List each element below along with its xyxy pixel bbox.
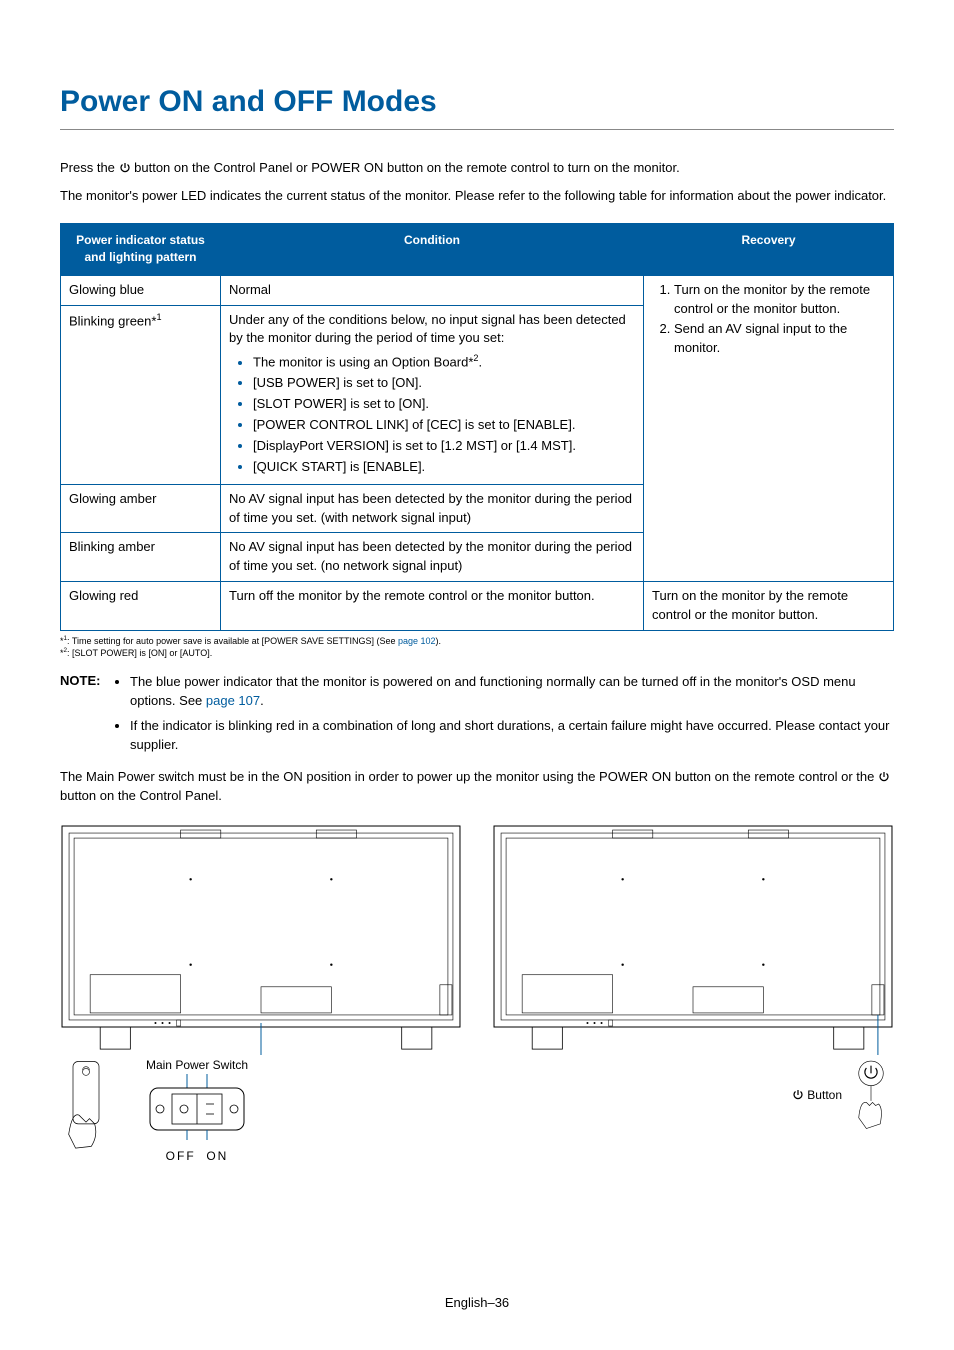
note-label: NOTE: — [60, 673, 116, 688]
condition-lead: Under any of the conditions below, no in… — [229, 312, 626, 346]
button-label-text: Button — [804, 1088, 842, 1102]
table-header-status: Power indicator status and lighting patt… — [61, 224, 221, 276]
main-power-paragraph: The Main Power switch must be in the ON … — [60, 768, 894, 806]
footnote-2: *2: [SLOT POWER] is [ON] or [AUTO]. — [60, 647, 894, 659]
recovery-cell: Turn on the monitor by the remote contro… — [644, 275, 894, 581]
note-tail: . — [260, 693, 264, 708]
switch-on-label: ON — [206, 1149, 228, 1163]
condition-item: [USB POWER] is set to [ON]. — [253, 374, 635, 393]
note-item: The blue power indicator that the monito… — [130, 673, 894, 711]
condition-item: [DisplayPort VERSION] is set to [1.2 MST… — [253, 437, 635, 456]
table-header-recovery: Recovery — [644, 224, 894, 276]
main-power-switch-diagram: Main Power Switch — [132, 1058, 262, 1163]
power-button-label: Button — [792, 1058, 842, 1102]
intro-paragraph-1: Press the button on the Control Panel or… — [60, 158, 894, 178]
mp-text-a: The Main Power switch must be in the ON … — [60, 769, 878, 784]
ci-tail: . — [478, 355, 482, 370]
condition-cell: No AV signal input has been detected by … — [221, 484, 644, 533]
status-text: Blinking green* — [69, 313, 156, 328]
status-cell: Glowing red — [61, 582, 221, 631]
page-link-107[interactable]: page 107 — [206, 693, 260, 708]
hand-press-icon — [848, 1058, 894, 1135]
fn-tail: ). — [436, 636, 442, 646]
page-footer: English–36 — [0, 1295, 954, 1310]
intro1b-text: button on the Control Panel or POWER ON … — [131, 160, 680, 175]
switch-off-on-label: OFF ON — [132, 1149, 262, 1163]
condition-item: The monitor is using an Option Board*2. — [253, 352, 635, 372]
mp-text-b: button on the Control Panel. — [60, 788, 222, 803]
status-cell: Glowing amber — [61, 484, 221, 533]
footnotes: *1: Time setting for auto power save is … — [60, 635, 894, 659]
page-link-102[interactable]: page 102 — [398, 636, 436, 646]
fn-text: : [SLOT POWER] is [ON] or [AUTO]. — [67, 648, 212, 658]
condition-cell: Normal — [221, 275, 644, 305]
table-header-condition: Condition — [221, 224, 644, 276]
recovery-cell: Turn on the monitor by the remote contro… — [644, 582, 894, 631]
status-sup: 1 — [156, 312, 161, 322]
diagrams-row: Main Power Switch — [60, 824, 894, 1163]
footnote-1: *1: Time setting for auto power save is … — [60, 635, 894, 647]
power-indicator-table: Power indicator status and lighting patt… — [60, 223, 894, 631]
recovery-item: Turn on the monitor by the remote contro… — [674, 281, 885, 319]
status-cell: Blinking amber — [61, 533, 221, 582]
condition-cell: Under any of the conditions below, no in… — [221, 305, 644, 484]
intro-paragraph-2: The monitor's power LED indicates the cu… — [60, 186, 894, 206]
condition-item: [SLOT POWER] is set to [ON]. — [253, 395, 635, 414]
power-icon — [878, 769, 890, 784]
remote-icon — [60, 1058, 112, 1153]
recovery-item: Send an AV signal input to the monitor. — [674, 320, 885, 358]
ci-text: The monitor is using an Option Board* — [253, 355, 473, 370]
table-row: Glowing blue Normal Turn on the monitor … — [61, 275, 894, 305]
intro1a-text: Press the — [60, 160, 119, 175]
fn-text: : Time setting for auto power save is av… — [67, 636, 398, 646]
status-cell: Glowing blue — [61, 275, 221, 305]
page-title: Power ON and OFF Modes — [60, 85, 894, 130]
power-icon — [792, 1088, 804, 1102]
power-icon — [119, 160, 131, 175]
monitor-diagram-left: Main Power Switch — [60, 824, 462, 1163]
main-power-switch-label: Main Power Switch — [132, 1058, 262, 1072]
table-row: Glowing red Turn off the monitor by the … — [61, 582, 894, 631]
status-cell: Blinking green*1 — [61, 305, 221, 484]
note-block: NOTE: The blue power indicator that the … — [60, 673, 894, 760]
monitor-diagram-right: Button — [492, 824, 894, 1163]
condition-cell: No AV signal input has been detected by … — [221, 533, 644, 582]
switch-off-label: OFF — [166, 1149, 196, 1163]
condition-cell: Turn off the monitor by the remote contr… — [221, 582, 644, 631]
condition-item: [POWER CONTROL LINK] of [CEC] is set to … — [253, 416, 635, 435]
note-item: If the indicator is blinking red in a co… — [130, 717, 894, 755]
condition-item: [QUICK START] is [ENABLE]. — [253, 458, 635, 477]
